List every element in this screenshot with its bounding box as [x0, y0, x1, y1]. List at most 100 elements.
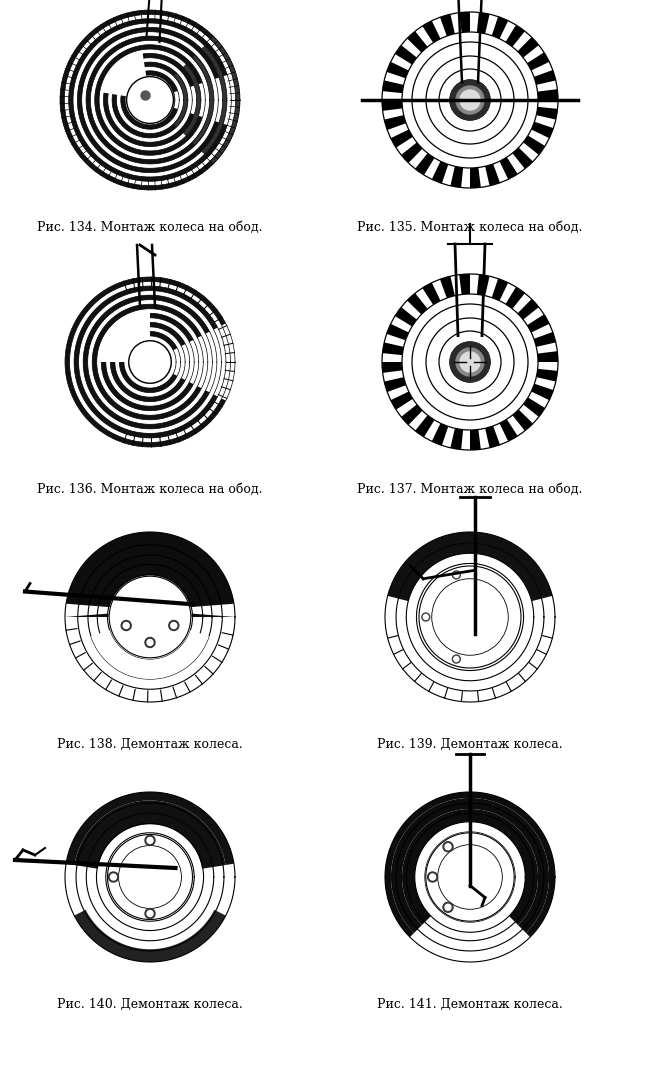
- Polygon shape: [91, 630, 209, 679]
- Polygon shape: [407, 31, 428, 53]
- Polygon shape: [211, 37, 240, 163]
- Circle shape: [124, 622, 129, 629]
- Text: Рис. 140. Демонтаж колеса.: Рис. 140. Демонтаж колеса.: [57, 998, 243, 1010]
- Polygon shape: [450, 167, 463, 187]
- Polygon shape: [450, 428, 463, 449]
- Polygon shape: [401, 142, 423, 163]
- Polygon shape: [470, 168, 481, 188]
- Circle shape: [129, 341, 171, 384]
- Circle shape: [445, 844, 451, 849]
- Text: Рис. 134. Монтаж колеса на обод.: Рис. 134. Монтаж колеса на обод.: [37, 221, 263, 234]
- Circle shape: [60, 527, 240, 707]
- Polygon shape: [87, 814, 213, 869]
- Polygon shape: [384, 377, 406, 392]
- Circle shape: [111, 874, 116, 880]
- Polygon shape: [129, 341, 169, 384]
- Circle shape: [452, 655, 460, 663]
- Polygon shape: [536, 106, 558, 119]
- Circle shape: [380, 787, 560, 968]
- Polygon shape: [470, 430, 481, 450]
- Circle shape: [145, 835, 155, 845]
- Circle shape: [456, 348, 484, 376]
- Polygon shape: [477, 274, 489, 296]
- Circle shape: [452, 571, 460, 579]
- Polygon shape: [86, 37, 211, 164]
- Polygon shape: [432, 424, 448, 445]
- Polygon shape: [202, 45, 227, 155]
- Polygon shape: [183, 64, 201, 137]
- Text: Рис. 135. Монтаж колеса на обод.: Рис. 135. Монтаж колеса на обод.: [358, 221, 582, 234]
- Polygon shape: [459, 12, 470, 32]
- Circle shape: [443, 842, 453, 851]
- Polygon shape: [512, 410, 533, 431]
- Circle shape: [377, 8, 563, 194]
- Polygon shape: [65, 532, 235, 617]
- Polygon shape: [531, 384, 553, 400]
- Polygon shape: [536, 369, 558, 382]
- Polygon shape: [499, 157, 517, 180]
- Polygon shape: [129, 80, 170, 120]
- Circle shape: [450, 80, 490, 120]
- Polygon shape: [395, 45, 417, 64]
- Polygon shape: [415, 153, 434, 175]
- Polygon shape: [506, 25, 525, 47]
- Polygon shape: [492, 16, 508, 39]
- Circle shape: [145, 637, 155, 647]
- Polygon shape: [407, 293, 428, 315]
- Text: Рис. 139. Демонтаж колеса.: Рис. 139. Демонтаж колеса.: [377, 739, 563, 751]
- Polygon shape: [401, 404, 423, 425]
- Polygon shape: [75, 801, 226, 868]
- Circle shape: [460, 352, 480, 372]
- Polygon shape: [382, 100, 402, 111]
- Polygon shape: [477, 13, 489, 33]
- Polygon shape: [534, 70, 556, 85]
- Circle shape: [460, 90, 480, 110]
- Circle shape: [109, 872, 118, 881]
- Polygon shape: [531, 121, 553, 139]
- Polygon shape: [65, 277, 226, 447]
- Polygon shape: [382, 362, 402, 373]
- Polygon shape: [74, 909, 226, 962]
- Circle shape: [107, 834, 192, 919]
- Polygon shape: [459, 274, 470, 295]
- Polygon shape: [99, 311, 150, 362]
- Text: Рис. 137. Монтаж колеса на обод.: Рис. 137. Монтаж колеса на обод.: [358, 483, 582, 496]
- Polygon shape: [415, 415, 434, 438]
- Polygon shape: [60, 10, 235, 190]
- Circle shape: [450, 342, 490, 382]
- Polygon shape: [440, 276, 455, 298]
- Polygon shape: [77, 27, 219, 173]
- Polygon shape: [422, 20, 441, 43]
- Polygon shape: [492, 278, 508, 301]
- Polygon shape: [499, 419, 517, 441]
- Polygon shape: [527, 53, 549, 71]
- Circle shape: [60, 787, 240, 968]
- Polygon shape: [432, 161, 448, 184]
- Polygon shape: [74, 286, 218, 438]
- Polygon shape: [387, 324, 409, 341]
- Circle shape: [428, 872, 437, 881]
- Polygon shape: [402, 809, 538, 926]
- Circle shape: [169, 620, 179, 631]
- Polygon shape: [69, 18, 228, 182]
- Circle shape: [141, 91, 150, 100]
- Circle shape: [147, 911, 153, 917]
- Polygon shape: [192, 55, 214, 145]
- Polygon shape: [95, 45, 203, 155]
- Circle shape: [454, 657, 459, 661]
- Polygon shape: [391, 129, 413, 147]
- Circle shape: [380, 527, 560, 707]
- Polygon shape: [422, 283, 441, 305]
- Polygon shape: [387, 62, 409, 78]
- Polygon shape: [398, 543, 541, 601]
- Polygon shape: [517, 37, 539, 58]
- Polygon shape: [120, 331, 177, 392]
- Polygon shape: [111, 322, 185, 402]
- Circle shape: [171, 622, 177, 629]
- Polygon shape: [66, 792, 234, 865]
- Polygon shape: [527, 314, 549, 332]
- Polygon shape: [101, 52, 146, 97]
- Circle shape: [127, 76, 174, 124]
- Circle shape: [145, 908, 155, 918]
- Polygon shape: [395, 307, 417, 327]
